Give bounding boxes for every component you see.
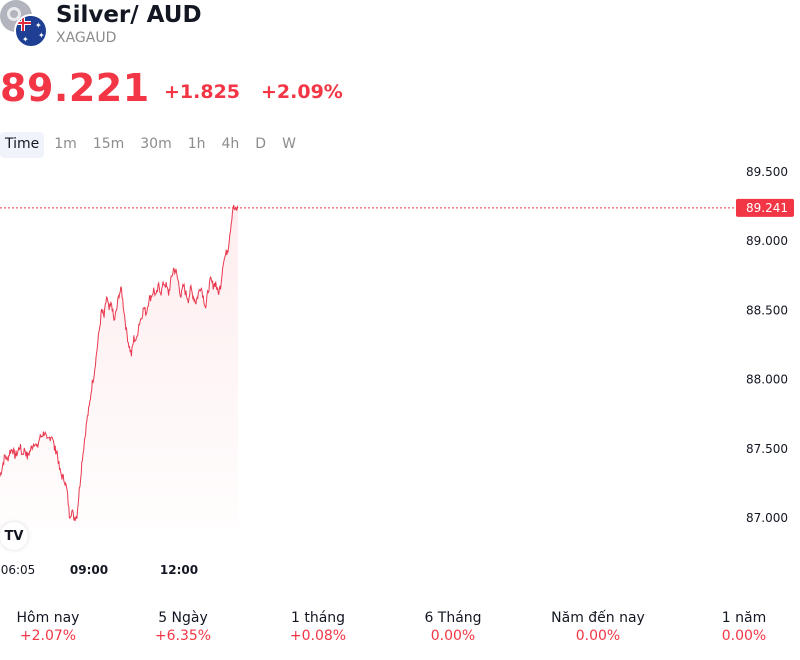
current-price: 89.221 xyxy=(0,66,150,110)
y-tick-label: 89.000 xyxy=(746,234,788,248)
price-area xyxy=(0,205,238,528)
perf-value: 0.00% xyxy=(430,628,476,644)
perf-value: 0.00% xyxy=(721,628,767,644)
tab-1m[interactable]: 1m xyxy=(54,136,77,152)
perf-value: 0.00% xyxy=(575,628,621,644)
tab-d[interactable]: D xyxy=(255,136,267,152)
tab-1h[interactable]: 1h xyxy=(187,136,206,152)
current-price-text: 89.241 xyxy=(746,201,788,215)
perf-value: +2.07% xyxy=(19,628,77,644)
price-chart[interactable]: 89.500 89.000 88.500 88.000 87.500 87.000 06:… xyxy=(0,160,800,590)
current-price-label: 89.241 xyxy=(736,198,794,217)
timeframe-tabs: Time 1m 15m 30m 1h 4h D W xyxy=(0,132,306,158)
perf-value: +6.35% xyxy=(154,628,212,644)
perf-value: +0.08% xyxy=(289,628,347,644)
tab-w[interactable]: W xyxy=(282,136,296,152)
perf-1y[interactable]: 1 năm 0.00% xyxy=(679,610,800,644)
price-change-percent: +2.09% xyxy=(261,81,343,103)
x-tick-label: 09:00 xyxy=(70,563,108,577)
price-row: 89.221 +1.825 +2.09% xyxy=(0,66,800,110)
x-tick-label: 12:00 xyxy=(160,563,198,577)
australia-flag-icon: ✦ ✦ ✦ xyxy=(14,14,48,48)
tab-30m[interactable]: 30m xyxy=(140,136,172,152)
symbol-header: ✦ ✦ ✦ Silver/ AUD XAGAUD xyxy=(0,0,800,56)
perf-5d[interactable]: 5 Ngày +6.35% xyxy=(118,610,248,644)
x-tick-label: 06:05 xyxy=(1,563,36,577)
y-tick-label: 87.500 xyxy=(746,442,788,456)
y-tick-label: 88.000 xyxy=(746,373,788,387)
perf-ytd[interactable]: Năm đến nay 0.00% xyxy=(533,610,663,644)
price-line xyxy=(0,204,239,522)
page-title: Silver/ AUD xyxy=(56,2,202,28)
tab-time[interactable]: Time xyxy=(0,132,45,158)
tab-4h[interactable]: 4h xyxy=(221,136,240,152)
x-axis: 06:05 09:00 12:00 xyxy=(1,563,198,577)
symbol-code: XAGAUD xyxy=(56,30,117,46)
tab-15m[interactable]: 15m xyxy=(92,136,125,152)
y-tick-label: 89.500 xyxy=(746,165,788,179)
performance-bar: Hôm nay +2.07% 5 Ngày +6.35% 1 tháng +0.… xyxy=(0,610,800,650)
current-price-badge xyxy=(736,198,794,217)
perf-label: Năm đến nay xyxy=(551,610,645,626)
perf-label: Hôm nay xyxy=(16,610,80,626)
y-tick-label: 87.000 xyxy=(746,511,788,525)
perf-label: 6 Tháng xyxy=(424,610,482,626)
y-axis: 89.500 89.000 88.500 88.000 87.500 87.000 xyxy=(746,165,788,525)
perf-label: 1 năm xyxy=(721,610,767,626)
perf-1m[interactable]: 1 tháng +0.08% xyxy=(253,610,383,644)
perf-label: 1 tháng xyxy=(290,610,346,626)
y-tick-label: 88.500 xyxy=(746,303,788,317)
perf-label: 5 Ngày xyxy=(158,610,208,626)
perf-6m[interactable]: 6 Tháng 0.00% xyxy=(388,610,518,644)
price-change: +1.825 xyxy=(164,81,241,103)
chart-canvas[interactable]: 89.500 89.000 88.500 88.000 87.500 87.000 06:… xyxy=(0,160,800,590)
tradingview-logo-icon[interactable]: TV xyxy=(0,522,28,550)
perf-today[interactable]: Hôm nay +2.07% xyxy=(0,610,113,644)
